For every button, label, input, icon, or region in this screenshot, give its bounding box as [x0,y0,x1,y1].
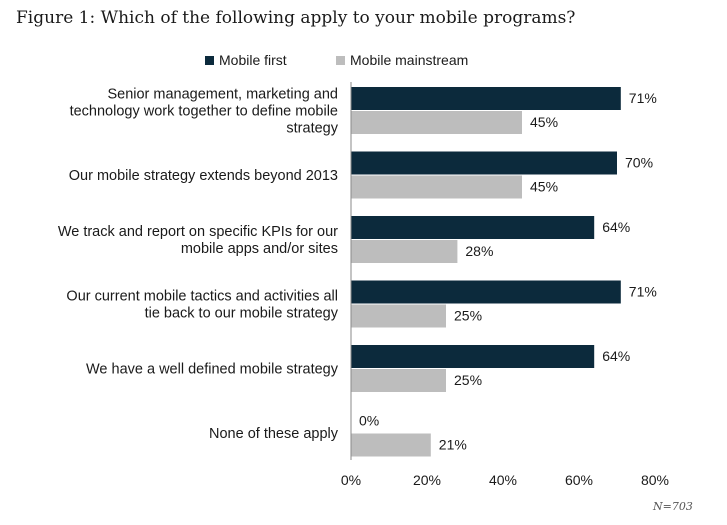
data-label-mobile-mainstream: 21% [439,437,467,453]
data-label-mobile-first: 71% [629,90,657,106]
bar-mobile-first [351,280,621,304]
category-label: None of these apply [209,426,339,442]
bar-mobile-first [351,151,617,175]
data-label-mobile-mainstream: 25% [454,372,482,388]
x-tick-label: 60% [565,472,593,488]
bar-mobile-mainstream [351,433,431,457]
x-tick-label: 40% [489,472,517,488]
legend-swatch-mobile-mainstream [336,55,345,65]
bar-mobile-mainstream [351,175,522,199]
bar-mobile-mainstream [351,369,446,392]
legend-label-mobile-mainstream: Mobile mainstream [350,52,469,68]
legend-label-mobile-first: Mobile first [219,52,287,68]
bar-mobile-mainstream [351,240,458,263]
bar-mobile-first [351,87,621,110]
bar-mobile-first [351,345,595,368]
x-tick-label: 0% [341,472,361,488]
chart-title: Figure 1: Which of the following apply t… [16,8,576,28]
data-label-mobile-first: 71% [629,284,657,300]
data-label-mobile-mainstream: 45% [530,114,558,130]
data-label-mobile-first: 70% [625,155,653,171]
category-label: Our mobile strategy extends beyond 2013 [69,168,338,184]
bar-mobile-mainstream [351,111,522,134]
category-label: Our current mobile tactics and activitie… [66,289,338,322]
data-label-mobile-mainstream: 45% [530,179,558,195]
data-label-mobile-first: 64% [602,348,630,364]
legend-item-mobile-first: Mobile first [205,52,287,68]
x-tick-label: 20% [413,472,441,488]
data-label-mobile-mainstream: 28% [465,243,493,259]
data-label-mobile-first: 0% [359,413,379,429]
x-tick-label: 80% [641,472,669,488]
bar-mobile-first [351,216,595,239]
category-label: We track and report on specific KPIs for… [58,224,338,257]
data-label-mobile-first: 64% [602,219,630,235]
data-label-mobile-mainstream: 25% [454,308,482,324]
legend-swatch-mobile-first [205,55,214,65]
sample-size-note: N=703 [653,500,693,513]
category-label: Senior management, marketing and technolo… [70,87,339,137]
legend-item-mobile-mainstream: Mobile mainstream [336,52,468,68]
bar-mobile-mainstream [351,304,446,328]
category-label: We have a well defined mobile strategy [86,362,339,378]
